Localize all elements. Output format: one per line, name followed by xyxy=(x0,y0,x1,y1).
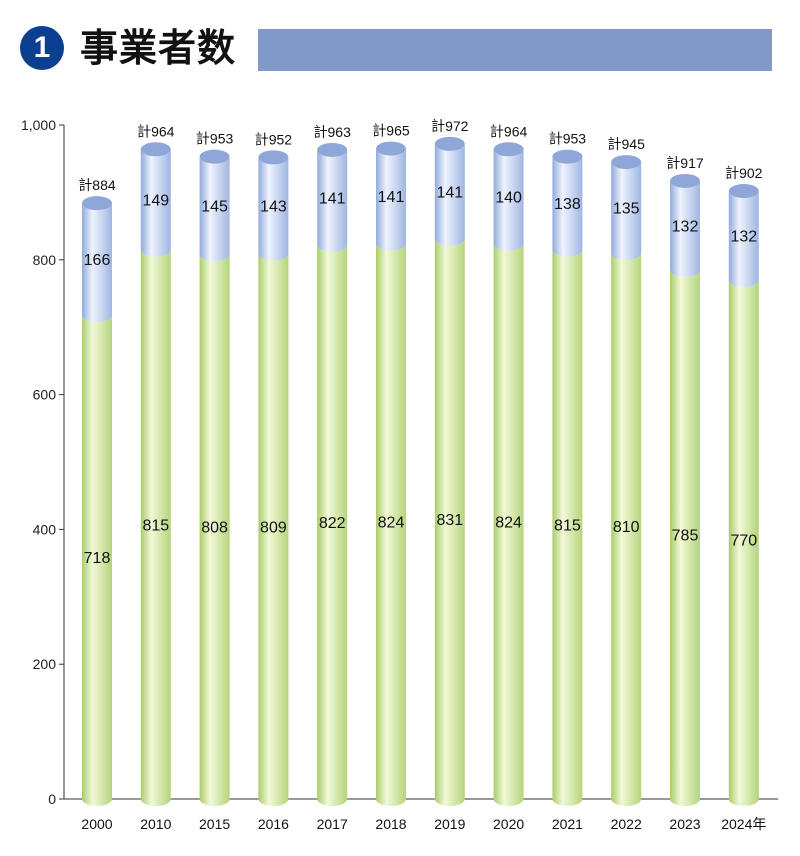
data-label-upper: 140 xyxy=(495,189,522,206)
data-label-upper: 149 xyxy=(142,192,169,209)
bar-segment-upper xyxy=(670,180,700,277)
bar-top-cap xyxy=(611,155,642,170)
total-label: 計902 xyxy=(725,165,763,181)
x-tick-label: 2023 xyxy=(669,816,700,832)
total-label: 計963 xyxy=(314,124,352,140)
x-tick-label: 2022 xyxy=(611,816,642,832)
total-label: 計945 xyxy=(608,136,646,152)
data-label-lower: 770 xyxy=(730,533,757,550)
bar-segment-upper xyxy=(434,143,465,246)
total-label: 計917 xyxy=(666,155,704,171)
data-label-lower: 810 xyxy=(613,519,640,536)
y-tick-label: 800 xyxy=(33,252,57,268)
x-tick-label: 2010 xyxy=(140,816,171,832)
bar-top-cap xyxy=(728,184,759,199)
total-label: 計964 xyxy=(490,123,528,139)
bar-segment-lower xyxy=(258,253,289,806)
stacked-bar-chart: 0 200 400 600 800 1,000 718 166 計884 2000 815 149 計… xyxy=(21,117,778,832)
y-tick-label: 600 xyxy=(33,387,57,403)
x-tick-label: 2000 xyxy=(81,816,112,832)
data-label-upper: 141 xyxy=(319,190,346,207)
data-label-upper: 135 xyxy=(613,201,640,218)
data-label-lower: 831 xyxy=(436,512,463,529)
total-label: 計953 xyxy=(549,131,587,147)
bar-top-cap xyxy=(434,136,465,151)
bar-segment-lower xyxy=(199,254,230,806)
bar-top-cap xyxy=(82,196,112,211)
bar-segment-upper xyxy=(258,157,289,261)
section-header: 1 事業者数 xyxy=(20,24,780,76)
x-tick-label: 2018 xyxy=(375,816,406,832)
bar-top-cap xyxy=(376,141,406,156)
bar-segment-lower xyxy=(434,238,465,806)
data-label-lower: 824 xyxy=(495,514,522,531)
data-label-upper: 141 xyxy=(436,184,463,201)
x-tick-label: 2021 xyxy=(552,816,583,832)
bar-segment-upper xyxy=(376,148,406,251)
bar-segment-upper xyxy=(728,191,759,288)
total-label: 計964 xyxy=(137,123,175,139)
data-label-lower: 815 xyxy=(142,517,169,534)
bar-segment-upper xyxy=(493,149,524,251)
total-label: 計965 xyxy=(372,123,410,139)
data-label-upper: 145 xyxy=(201,199,228,216)
bar-segment-lower xyxy=(493,243,524,806)
bar-top-cap xyxy=(258,150,289,165)
data-label-lower: 718 xyxy=(84,550,111,567)
total-label: 計884 xyxy=(78,177,116,193)
data-label-upper: 166 xyxy=(84,252,111,269)
data-label-upper: 141 xyxy=(378,189,405,206)
x-tick-label: 2020 xyxy=(493,816,524,832)
data-label-upper: 132 xyxy=(672,218,699,235)
bar-segment-lower xyxy=(317,244,348,807)
data-label-lower: 785 xyxy=(672,527,699,544)
y-tick-label: 1,000 xyxy=(21,117,56,133)
total-label: 計972 xyxy=(431,118,469,134)
section-number-badge: 1 xyxy=(20,26,64,70)
title-decoration-bar xyxy=(258,29,772,71)
bar-segment-upper xyxy=(611,162,642,261)
bar-top-cap xyxy=(552,149,583,164)
total-label: 計952 xyxy=(255,131,293,147)
x-tick-label: 2017 xyxy=(317,816,348,832)
data-label-lower: 824 xyxy=(378,514,405,531)
data-label-lower: 808 xyxy=(201,520,228,537)
total-label: 計953 xyxy=(196,131,234,147)
bar-segment-upper xyxy=(199,156,230,262)
bar-top-cap xyxy=(140,142,171,157)
x-tick-label: 2024年 xyxy=(721,816,766,832)
x-tick-label: 2016 xyxy=(258,816,289,832)
bar-segment-lower xyxy=(611,253,642,806)
x-tick-label: 2019 xyxy=(434,816,465,832)
data-label-lower: 822 xyxy=(319,515,346,532)
bar-segment-lower xyxy=(670,269,700,806)
bar-segment-lower xyxy=(82,315,113,806)
bar-segment-upper xyxy=(82,203,113,323)
bars xyxy=(82,136,759,807)
bar-segment-upper xyxy=(552,156,583,257)
bar-top-cap xyxy=(199,149,230,164)
bar-segment-lower xyxy=(552,249,583,806)
bar-top-cap xyxy=(317,142,348,157)
labels: 718 166 計884 2000 815 149 計964 2010 808 145 計953 20… xyxy=(78,118,766,832)
bar-segment-upper xyxy=(317,149,348,252)
data-label-upper: 132 xyxy=(730,229,757,246)
data-label-upper: 138 xyxy=(554,196,581,213)
bar-top-cap xyxy=(670,173,700,188)
data-label-upper: 143 xyxy=(260,199,287,216)
data-label-lower: 815 xyxy=(554,517,581,534)
bar-segment-lower xyxy=(140,249,171,806)
page-title: 事業者数 xyxy=(80,28,237,70)
bar-segment-lower xyxy=(728,280,759,806)
y-tick-label: 0 xyxy=(48,791,56,807)
y-tick-label: 200 xyxy=(33,656,57,672)
bar-top-cap xyxy=(493,142,524,157)
bar-segment-lower xyxy=(376,243,406,806)
axes: 0 200 400 600 800 1,000 xyxy=(21,117,778,807)
x-tick-label: 2015 xyxy=(199,816,230,832)
bar-segment-upper xyxy=(140,149,171,257)
data-label-lower: 809 xyxy=(260,519,287,536)
y-tick-label: 400 xyxy=(33,521,57,537)
